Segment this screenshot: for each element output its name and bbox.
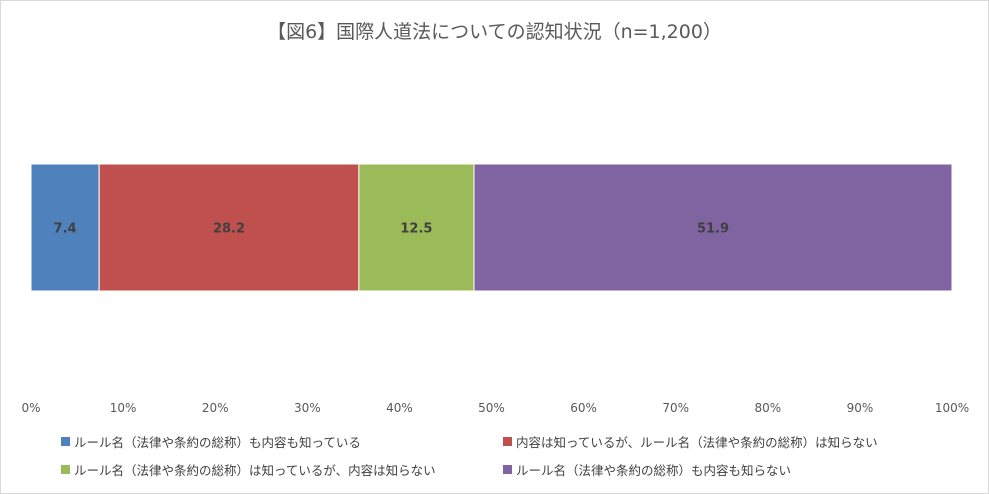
x-tick-label: 10% [110, 401, 137, 415]
chart-title: 【図6】国際人道法についての認知状況（n=1,200） [267, 21, 722, 43]
data-label-2: 28.2 [213, 222, 245, 237]
legend-swatch-2 [503, 437, 512, 446]
legend-label-2: 内容は知っているが、ルール名（法律や条約の総称）は知らない [516, 435, 878, 450]
legend-swatch-1 [61, 437, 70, 446]
legend-item-3: ルール名（法律や条約の総称）は知っているが、内容は知らない [61, 460, 436, 479]
x-tick-label: 100% [935, 401, 969, 415]
legend-label-4: ルール名（法律や条約の総称）も内容も知らない [516, 463, 792, 478]
bar-segment-4 [473, 163, 953, 292]
legend-label-3: ルール名（法律や条約の総称）は知っているが、内容は知らない [74, 463, 436, 478]
x-tick-label: 70% [662, 401, 689, 415]
legend-swatch-4 [503, 465, 512, 474]
x-tick-label: 30% [294, 401, 321, 415]
x-tick-label: 40% [386, 401, 413, 415]
legend-swatch-3 [61, 465, 70, 474]
x-tick-label: 50% [478, 401, 505, 415]
legend-item-1: ルール名（法律や条約の総称）も内容も知っている [61, 432, 361, 451]
x-tick-label: 60% [570, 401, 597, 415]
legend-item-2: 内容は知っているが、ルール名（法律や条約の総称）は知らない [503, 432, 878, 451]
bar-segment-2 [98, 163, 360, 292]
plot-area: 7.4 28.2 12.5 51.9 0% 10% 20% 30% 40% 50% 60% 70% 80… [21, 163, 969, 415]
x-tick-label: 0% [21, 401, 40, 415]
data-label-4: 51.9 [697, 222, 729, 237]
data-label-1: 7.4 [54, 222, 77, 237]
x-tick-label: 80% [754, 401, 781, 415]
x-tick-label: 90% [847, 401, 874, 415]
legend-item-4: ルール名（法律や条約の総称）も内容も知らない [503, 460, 791, 479]
x-tick-label: 20% [202, 401, 229, 415]
data-label-3: 12.5 [400, 222, 432, 237]
legend-label-1: ルール名（法律や条約の総称）も内容も知っている [74, 435, 361, 450]
